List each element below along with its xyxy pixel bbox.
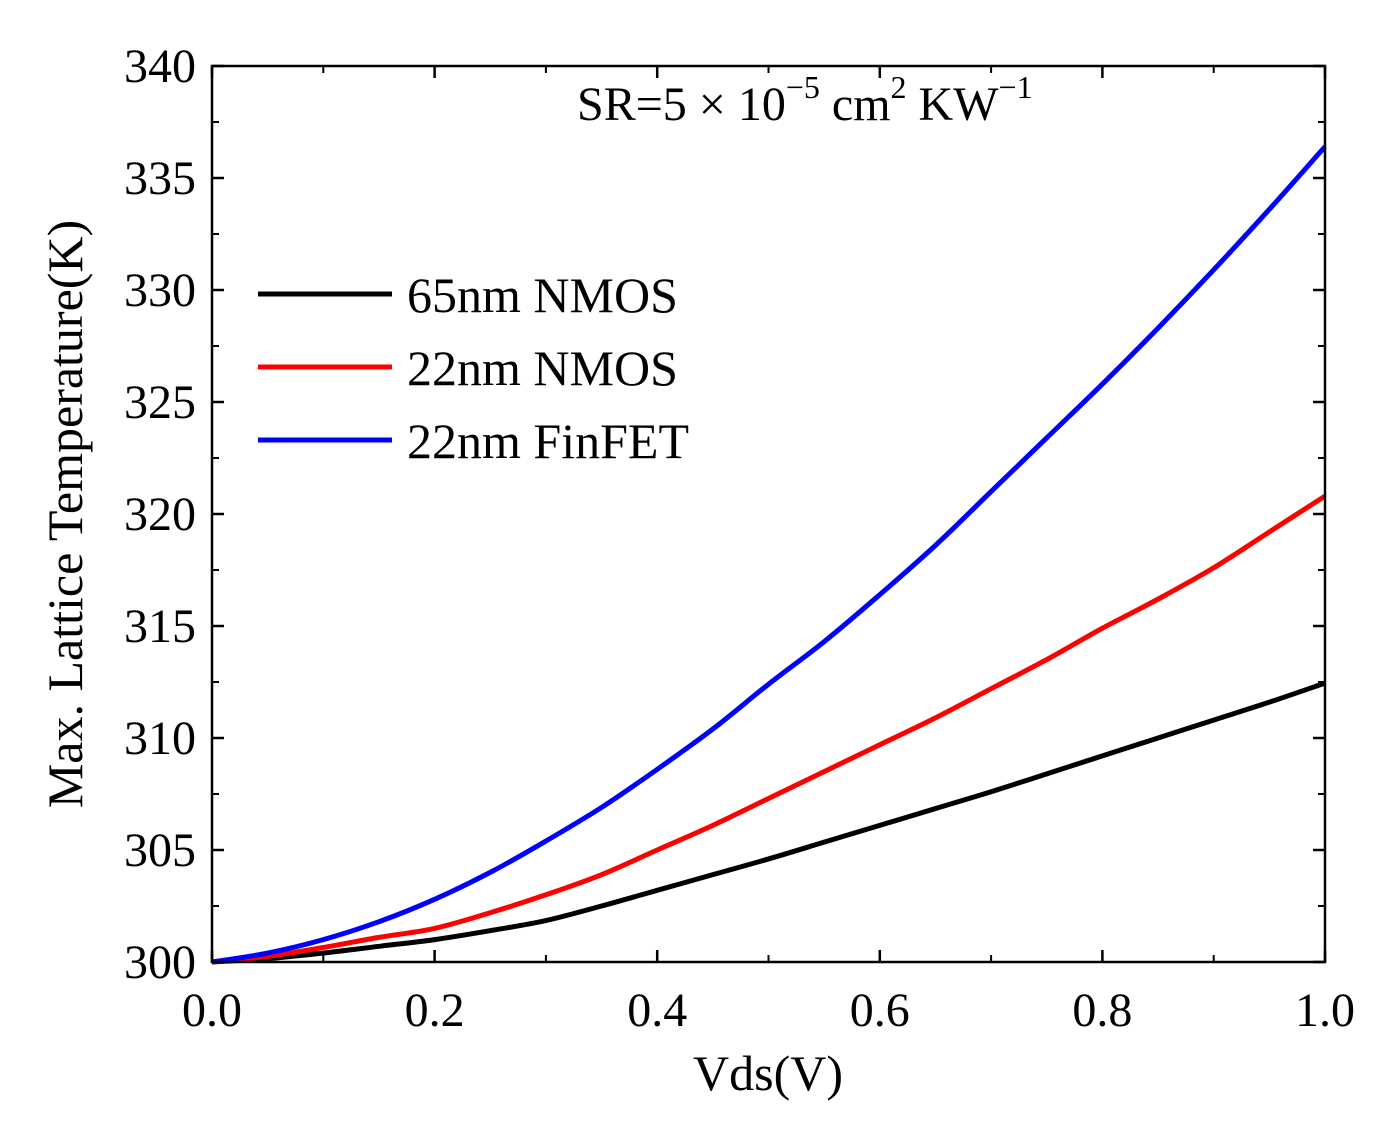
- legend-label-1: 22nm NMOS: [407, 340, 678, 396]
- y-tick-label: 325: [124, 376, 196, 429]
- ticks-layer: 0.0 0.2 0.4 0.6 0.8 1.0 300 305 310 315 320 325 330 3…: [124, 40, 1355, 1037]
- y-tick-label: 340: [124, 40, 196, 93]
- x-tick-label: 0.2: [405, 984, 465, 1037]
- legend: 65nm NMOS 22nm NMOS 22nm FinFET: [258, 267, 689, 469]
- y-tick-label: 300: [124, 936, 196, 989]
- series-line-1: [211, 493, 1327, 965]
- y-tick-label: 335: [124, 152, 196, 205]
- y-axis-title: Max. Lattice Temperature(K): [37, 220, 93, 808]
- x-tick-label: 0.8: [1072, 984, 1132, 1037]
- y-tick-label: 305: [124, 824, 196, 877]
- x-tick-label: 0.4: [627, 984, 687, 1037]
- legend-label-2: 22nm FinFET: [407, 413, 689, 469]
- y-tick-label: 330: [124, 264, 196, 317]
- y-tick-label: 320: [124, 488, 196, 541]
- x-tick-label: 0.0: [182, 984, 242, 1037]
- series-line-2: [211, 144, 1327, 965]
- y-tick-label: 315: [124, 600, 196, 653]
- x-tick-label: 1.0: [1295, 984, 1355, 1037]
- annotation-text: SR=5 × 10−5 cm2 KW−1: [577, 69, 1033, 131]
- y-tick-label: 310: [124, 712, 196, 765]
- series-line-0: [211, 680, 1326, 965]
- legend-label-0: 65nm NMOS: [407, 267, 678, 323]
- x-axis-title: Vds(V): [693, 1045, 843, 1101]
- series-layer: [211, 144, 1327, 965]
- x-tick-label: 0.6: [850, 984, 910, 1037]
